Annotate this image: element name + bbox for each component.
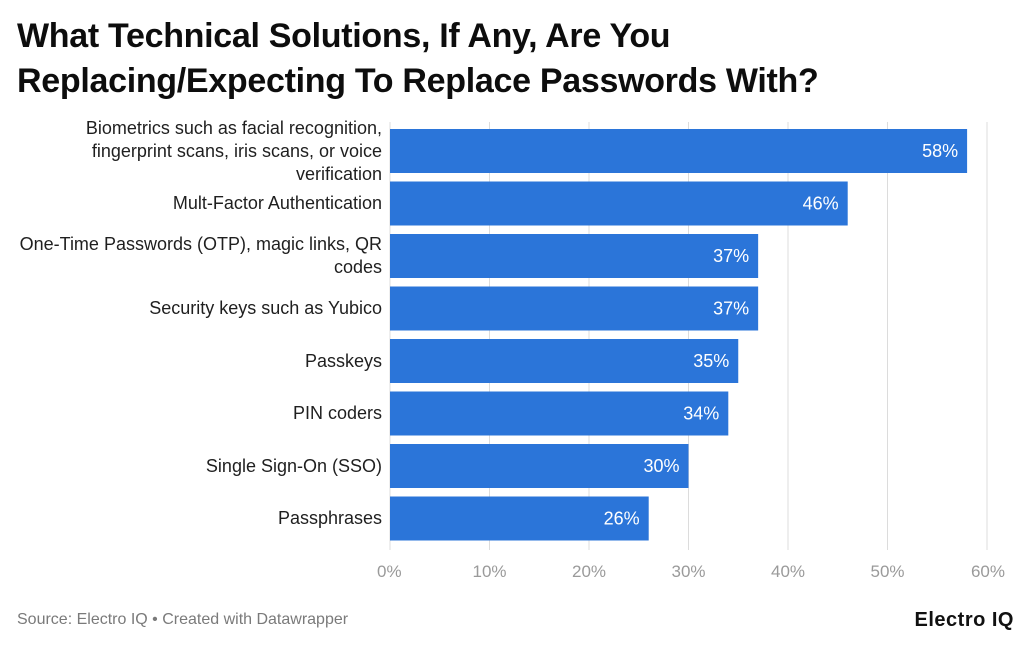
bar-value-label: 37% <box>713 299 749 319</box>
category-label: One-Time Passwords (OTP), magic links, Q… <box>19 234 382 277</box>
bar <box>390 391 729 436</box>
source-note: Source: Electro IQ • Created with Datawr… <box>17 611 349 628</box>
x-tick-label: 0% <box>377 562 402 581</box>
x-tick-label: 20% <box>572 562 606 581</box>
bar-value-label: 46% <box>803 194 839 214</box>
x-tick-label: 50% <box>870 562 904 581</box>
category-label: Security keys such as Yubico <box>149 298 382 318</box>
bar <box>390 496 649 541</box>
bar <box>390 286 759 331</box>
bar <box>390 234 759 278</box>
x-axis-ticks: 0% 10% 20% 30% 40% 50% 60% <box>377 562 1005 581</box>
bar-value-label: 35% <box>693 351 729 371</box>
category-label: Passphrases <box>277 508 382 528</box>
chart-title: What Technical Solutions, If Any, Are Yo… <box>17 17 819 100</box>
bar-value-label: 58% <box>922 141 958 161</box>
brand-logo: Electro IQ <box>914 609 1014 631</box>
bar <box>390 181 848 226</box>
category-label: Mult-Factor Authentication <box>172 193 382 213</box>
category-label: Biometrics such as facial recognition, f… <box>85 117 382 184</box>
bar-value-label: 26% <box>604 509 640 529</box>
x-tick-label: 40% <box>771 562 805 581</box>
bar <box>390 444 689 488</box>
bar-value-label: 30% <box>643 456 679 476</box>
category-label: PIN coders <box>292 403 382 423</box>
category-label: Passkeys <box>304 350 382 371</box>
bar <box>390 339 739 383</box>
bar-value-label: 37% <box>713 246 749 266</box>
bar-value-label: 34% <box>683 404 719 424</box>
x-tick-label: 10% <box>472 562 506 581</box>
x-tick-label: 60% <box>971 562 1005 581</box>
x-tick-label: 30% <box>671 562 705 581</box>
bar <box>390 129 968 173</box>
value-labels: 58% 46% 37% 37% 35% 34% 30% 26% <box>604 141 958 529</box>
bars <box>390 129 968 541</box>
category-label: Single Sign-On (SSO) <box>205 455 382 476</box>
